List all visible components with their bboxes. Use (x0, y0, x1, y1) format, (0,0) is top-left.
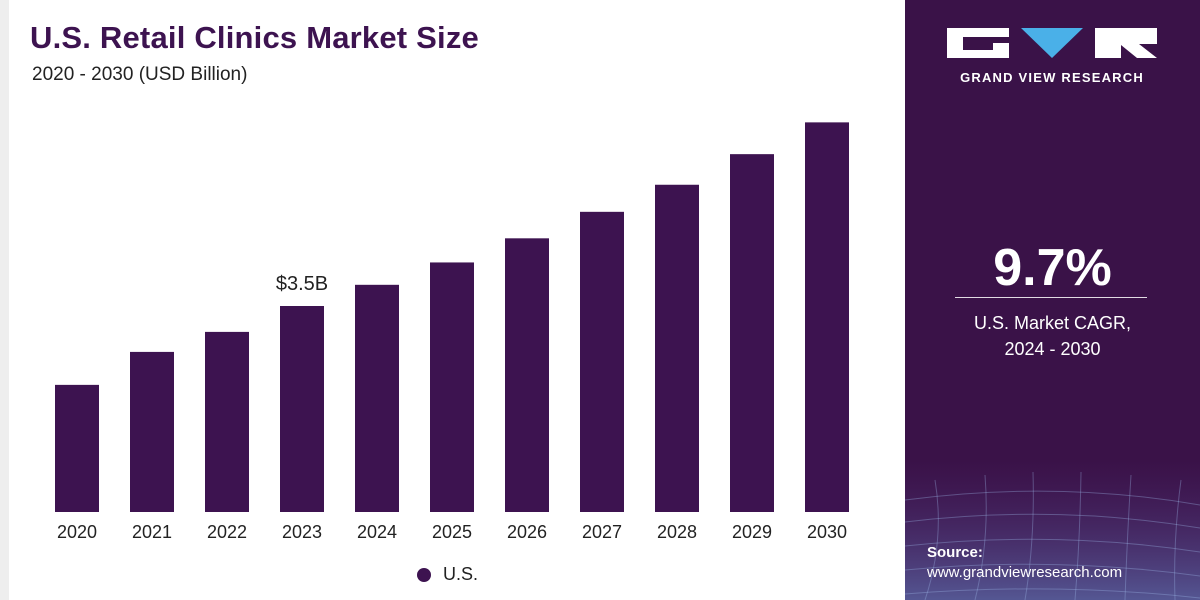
logo-mark-icon (947, 28, 1157, 58)
source-label: Source: (927, 544, 983, 561)
bar-2026 (505, 238, 549, 513)
legend-label: U.S. (443, 564, 479, 584)
bar-2021 (130, 351, 174, 512)
bar-chart: 2020 2021 2022 2023 2024 2025 2026 2027 2028 2029… (55, 122, 849, 542)
chart-subtitle: 2020 - 2030 (USD Billion) (32, 64, 248, 85)
x-tick-label-2022: 2022 (207, 522, 247, 542)
chart-panel: U.S. Retail Clinics Market Size 2020 - 2… (0, 0, 849, 600)
brand-logo: GRAND VIEW RESEARCH (943, 24, 1161, 94)
legend: U.S. (417, 564, 478, 585)
bar-2027 (580, 211, 624, 513)
data-label-2023: $3.5B (276, 273, 328, 295)
cagr-label: U.S. Market CAGR, 2024 - 2030 (905, 310, 1200, 362)
chart-title: U.S. Retail Clinics Market Size (30, 20, 479, 55)
cagr-value: 9.7% (993, 239, 1112, 297)
panel-edge (0, 0, 9, 600)
bar-2028 (655, 184, 699, 513)
cagr-label-line1: U.S. Market CAGR, (973, 313, 1132, 333)
x-tick-label-2024: 2024 (357, 522, 397, 542)
x-tick-label-2025: 2025 (432, 522, 472, 542)
source-url: www.grandviewresearch.com (927, 564, 1123, 581)
x-tick-label-2030: 2030 (807, 522, 847, 542)
x-tick-label-2027: 2027 (582, 522, 622, 542)
bar-2029 (730, 154, 774, 513)
x-tick-label-2029: 2029 (732, 522, 772, 542)
bar-2024 (355, 284, 399, 512)
x-tick-label-2020: 2020 (57, 522, 97, 542)
x-tick-label-2028: 2028 (657, 522, 697, 542)
bar-2025 (430, 262, 474, 512)
bar-2020 (55, 384, 99, 512)
bar-2023 (280, 306, 324, 512)
x-tick-label-2023: 2023 (282, 522, 322, 542)
brand-name: GRAND VIEW RESEARCH (960, 70, 1144, 85)
bar-2022 (205, 331, 249, 512)
x-tick-label-2021: 2021 (132, 522, 172, 542)
side-panel: GRAND VIEW RESEARCH 9.7% U.S. Market CAG… (905, 0, 1200, 600)
divider (955, 297, 1147, 298)
legend-swatch (417, 567, 431, 582)
decorative-grid-graphic (905, 460, 1200, 600)
source-block: Source: www.grandviewresearch.com (927, 544, 1122, 581)
bar-2030 (805, 122, 849, 512)
cagr-label-line2: 2024 - 2030 (1004, 339, 1101, 359)
x-tick-label-2026: 2026 (507, 522, 547, 542)
